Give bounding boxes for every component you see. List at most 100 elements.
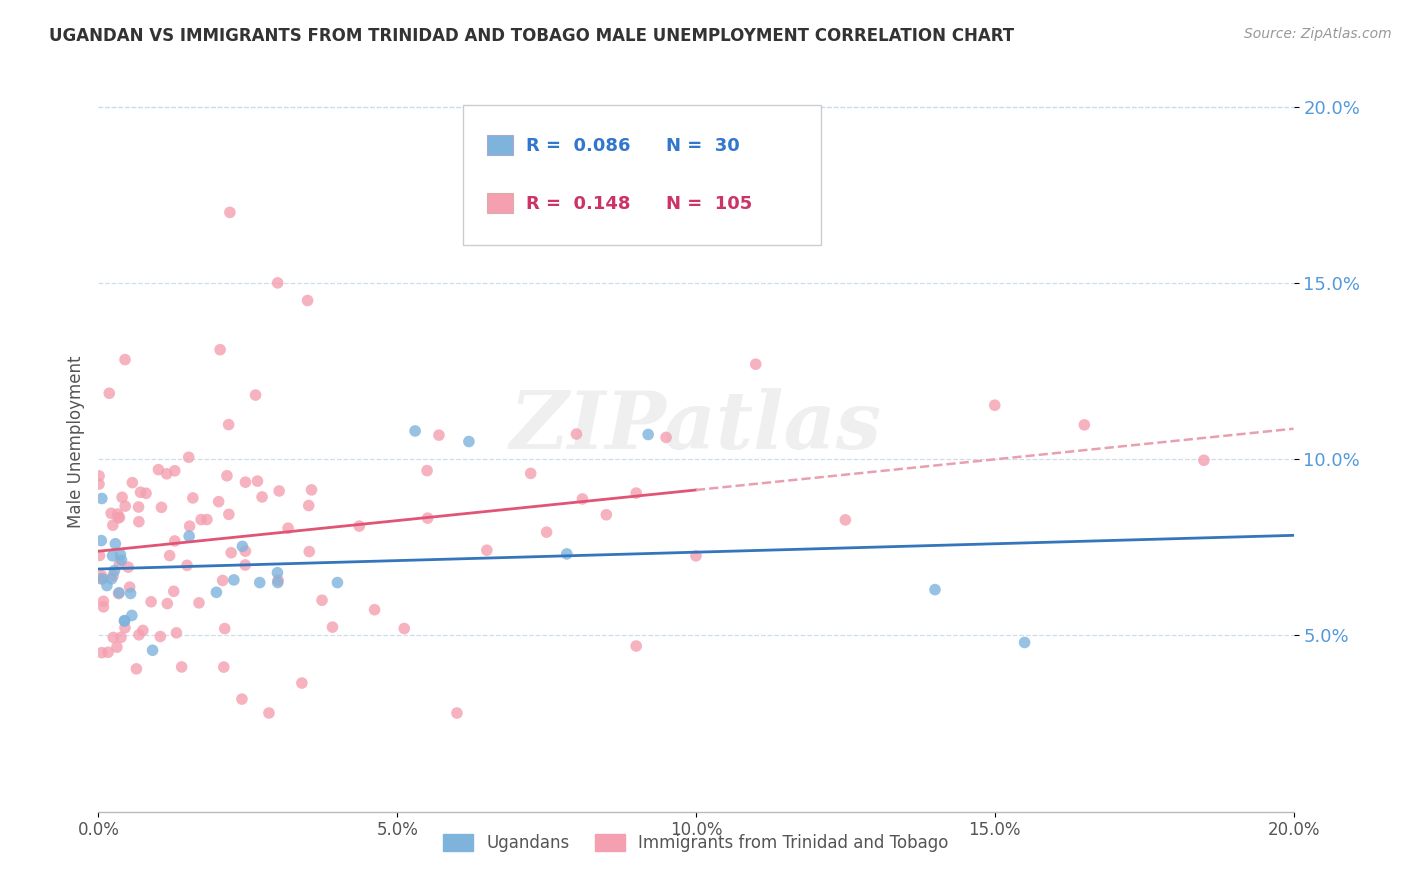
Point — [291, 676, 314, 690]
Point — [114, 352, 136, 367]
Point — [114, 614, 136, 628]
Point — [103, 564, 125, 578]
Point — [110, 553, 132, 567]
Point — [165, 625, 187, 640]
Point — [108, 510, 131, 524]
Point — [195, 512, 218, 526]
Point — [233, 558, 256, 572]
Y-axis label: Male Unemployment: Male Unemployment — [66, 355, 84, 528]
Point — [219, 205, 242, 219]
Point — [297, 293, 319, 308]
Point — [231, 540, 253, 554]
Text: R =  0.148: R = 0.148 — [526, 194, 631, 213]
Point — [117, 560, 139, 574]
Point — [107, 507, 129, 521]
Point — [267, 575, 290, 590]
Point — [142, 643, 165, 657]
Point — [103, 568, 125, 582]
Point — [108, 556, 131, 570]
Point — [555, 547, 578, 561]
Point — [205, 585, 228, 599]
Point — [111, 490, 134, 504]
Point — [114, 499, 136, 513]
Point — [218, 417, 240, 432]
Point — [349, 519, 371, 533]
Point — [156, 597, 179, 611]
Point — [1073, 417, 1095, 432]
Point — [637, 427, 659, 442]
Point — [163, 533, 186, 548]
Point — [214, 622, 236, 636]
Point — [177, 450, 200, 465]
Point — [148, 462, 170, 476]
Point — [458, 434, 481, 449]
Point — [1014, 635, 1036, 649]
Point — [128, 500, 150, 514]
Point — [156, 467, 179, 481]
Point — [150, 500, 173, 515]
Point — [107, 586, 129, 600]
Point — [326, 575, 349, 590]
Point — [222, 573, 245, 587]
Point — [475, 543, 498, 558]
Point — [416, 464, 439, 478]
Point — [93, 594, 115, 608]
Text: N =  30: N = 30 — [666, 137, 740, 155]
Point — [571, 491, 593, 506]
Legend: Ugandans, Immigrants from Trinidad and Tobago: Ugandans, Immigrants from Trinidad and T… — [437, 828, 955, 859]
Point — [655, 430, 678, 444]
Point — [110, 630, 132, 644]
Point — [107, 511, 129, 525]
Point — [219, 546, 242, 560]
Point — [235, 544, 257, 558]
Point — [90, 533, 112, 548]
Point — [298, 499, 321, 513]
Point — [139, 595, 162, 609]
Point — [745, 357, 768, 371]
Point — [277, 521, 299, 535]
Text: N =  105: N = 105 — [666, 194, 752, 213]
Point — [269, 483, 291, 498]
Point — [267, 573, 290, 587]
Point — [626, 486, 648, 500]
Point — [108, 585, 131, 599]
Point — [90, 572, 112, 586]
Point — [298, 544, 321, 558]
Point — [1192, 453, 1215, 467]
Point — [87, 477, 110, 491]
Text: ZIPatlas: ZIPatlas — [510, 388, 882, 466]
Point — [536, 525, 558, 540]
Point — [924, 582, 946, 597]
Point — [212, 660, 235, 674]
Point — [231, 692, 253, 706]
Point — [100, 572, 122, 586]
Point — [188, 596, 211, 610]
Point — [208, 494, 231, 508]
Point — [257, 706, 280, 720]
Point — [149, 630, 172, 644]
Point — [163, 584, 186, 599]
Point — [394, 622, 416, 636]
Point — [98, 386, 121, 401]
FancyBboxPatch shape — [486, 194, 513, 213]
Point — [685, 549, 707, 563]
Point — [249, 575, 271, 590]
Point — [215, 468, 238, 483]
Point — [91, 572, 114, 586]
Point — [626, 639, 648, 653]
FancyBboxPatch shape — [486, 136, 513, 155]
Point — [190, 513, 212, 527]
Point — [565, 427, 588, 442]
Point — [211, 574, 233, 588]
FancyBboxPatch shape — [463, 104, 821, 245]
Point — [181, 491, 204, 505]
Point — [87, 469, 110, 483]
Point — [128, 628, 150, 642]
Point — [267, 276, 290, 290]
Point — [404, 424, 426, 438]
Point — [132, 624, 155, 638]
Point — [90, 568, 112, 582]
Point — [595, 508, 617, 522]
Point — [104, 537, 127, 551]
Point — [103, 631, 125, 645]
